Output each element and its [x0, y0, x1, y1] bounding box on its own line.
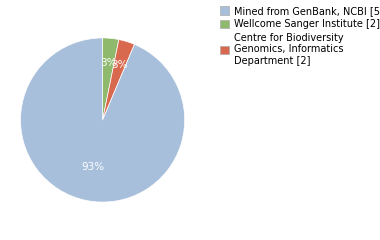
Wedge shape — [103, 38, 119, 120]
Wedge shape — [21, 38, 185, 202]
Text: 93%: 93% — [82, 162, 105, 172]
Text: 3%: 3% — [100, 58, 117, 68]
Wedge shape — [103, 40, 135, 120]
Legend: Mined from GenBank, NCBI [59], Wellcome Sanger Institute [2], Centre for Biodive: Mined from GenBank, NCBI [59], Wellcome … — [220, 6, 380, 66]
Text: 3%: 3% — [111, 60, 128, 70]
